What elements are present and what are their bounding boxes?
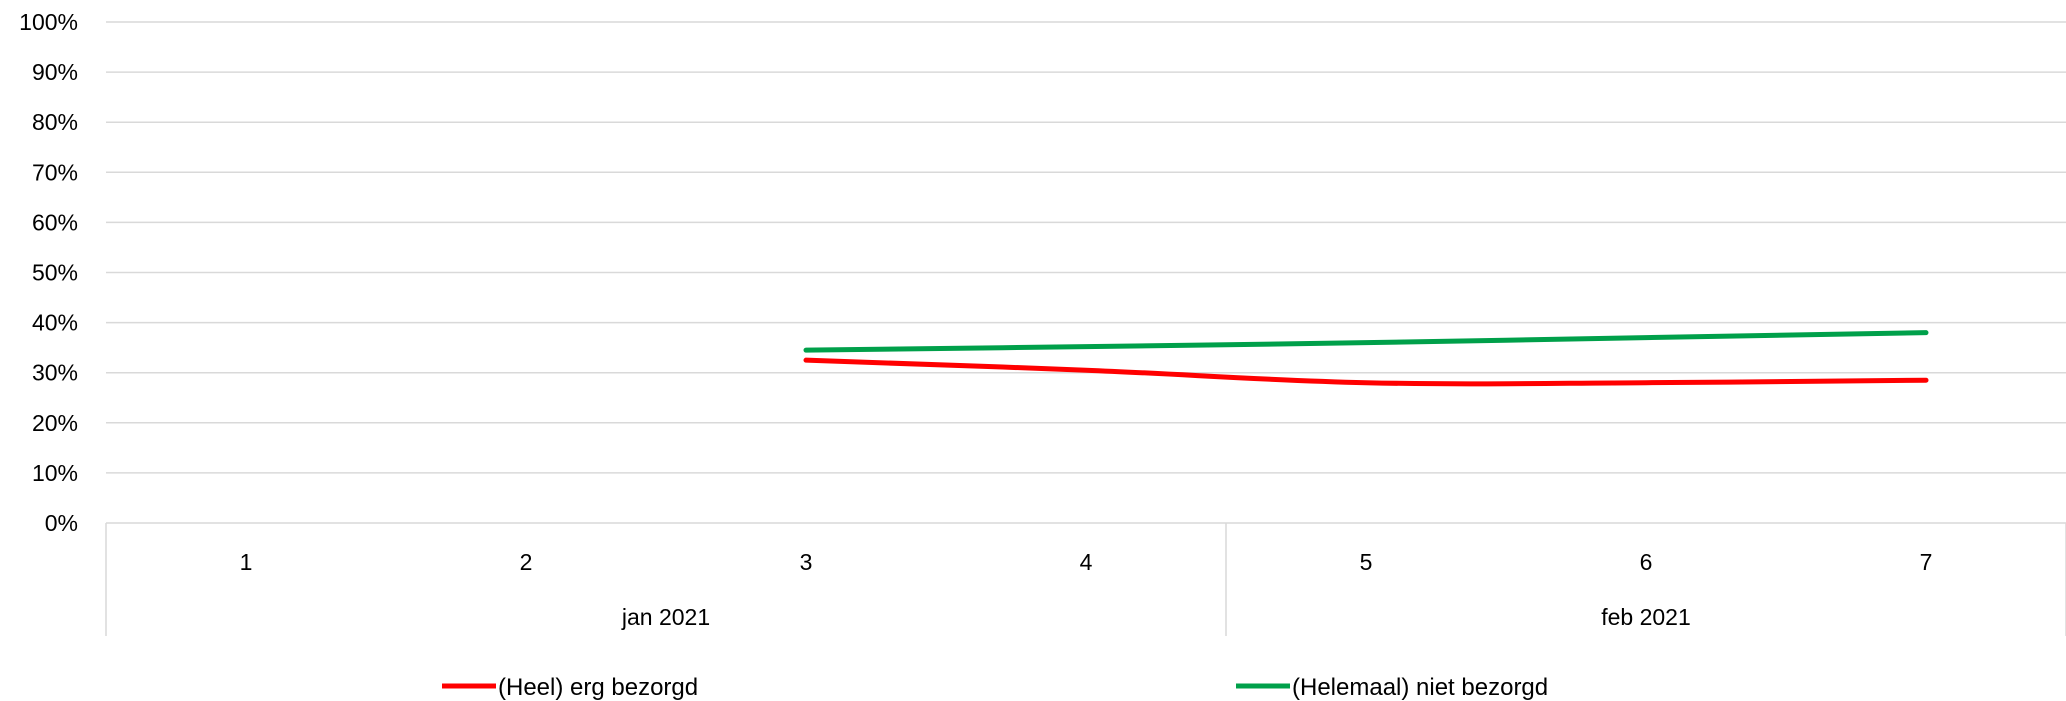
x-group-label: feb 2021 [1601, 604, 1691, 630]
y-tick-label: 0% [45, 510, 78, 536]
legend: (Heel) erg bezorgd (Helemaal) niet bezorg… [442, 674, 1548, 701]
y-tick-label: 50% [32, 260, 78, 286]
y-tick-label: 30% [32, 360, 78, 386]
x-tick-label: 1 [240, 549, 253, 575]
x-tick-label: 2 [520, 549, 533, 575]
legend-label: (Heel) erg bezorgd [498, 674, 698, 701]
y-tick-label: 20% [32, 410, 78, 436]
y-tick-label: 10% [32, 460, 78, 486]
x-axis-tick-labels: 1 2 3 4 5 6 7 [240, 549, 1933, 575]
series-line [803, 330, 1929, 353]
x-tick-label: 6 [1640, 549, 1653, 575]
y-tick-label: 70% [32, 159, 78, 185]
y-tick-label: 40% [32, 310, 78, 336]
y-tick-label: 100% [19, 9, 78, 35]
series-line [803, 357, 1929, 387]
x-tick-label: 7 [1920, 549, 1933, 575]
y-tick-label: 90% [32, 59, 78, 85]
y-tick-label: 60% [32, 209, 78, 235]
series-lines [803, 330, 1929, 387]
x-group-label: jan 2021 [621, 604, 710, 630]
x-axis [105, 522, 2066, 636]
legend-label: (Helemaal) niet bezorgd [1292, 674, 1548, 701]
x-tick-label: 4 [1080, 549, 1093, 575]
y-axis-tick-labels: 0% 10% 20% 30% 40% 50% 60% 70% 80% 90% 100% [19, 9, 78, 536]
x-tick-label: 5 [1360, 549, 1373, 575]
x-tick-label: 3 [800, 549, 813, 575]
x-axis-group-labels: jan 2021 feb 2021 [621, 523, 2066, 636]
gridlines [106, 21, 2066, 474]
y-tick-label: 80% [32, 109, 78, 135]
